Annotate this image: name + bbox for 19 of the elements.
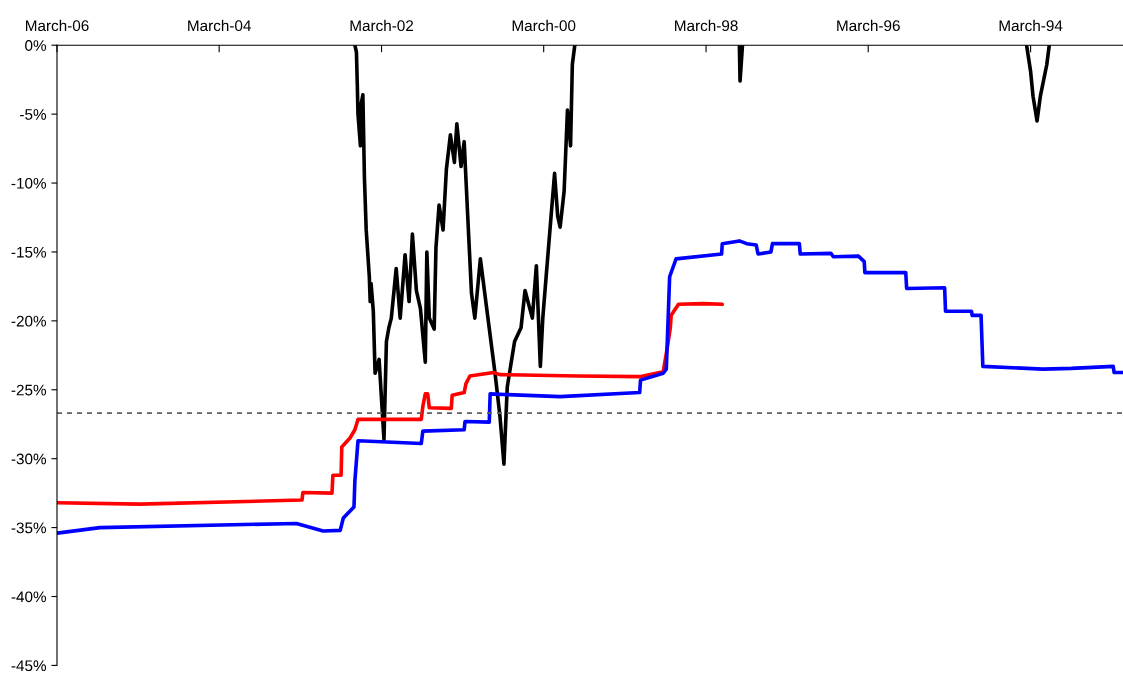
line-series <box>57 239 1123 535</box>
y-tick-label: -20% <box>11 315 47 327</box>
y-tick-label: -40% <box>11 591 47 603</box>
y-tick-label: -30% <box>11 453 47 465</box>
x-tick-label: March-06 <box>25 19 89 32</box>
y-tick-label: -35% <box>11 522 47 534</box>
y-tick-label: 0% <box>25 40 47 51</box>
y-tick-label: -5% <box>20 109 47 120</box>
x-tick-label: March-98 <box>675 19 738 32</box>
x-tick-label: March-96 <box>837 19 900 32</box>
x-tick-label: March-00 <box>512 19 576 32</box>
y-tick-label: -15% <box>11 246 47 258</box>
y-tick-label: -25% <box>11 384 47 396</box>
x-tick-label: March-94 <box>999 19 1063 32</box>
x-tick-label: March-04 <box>188 19 251 32</box>
y-tick-label: -10% <box>11 177 47 189</box>
line-series <box>57 301 725 506</box>
y-tick-label: -45% <box>11 660 47 672</box>
x-tick-label: March-02 <box>350 19 414 32</box>
